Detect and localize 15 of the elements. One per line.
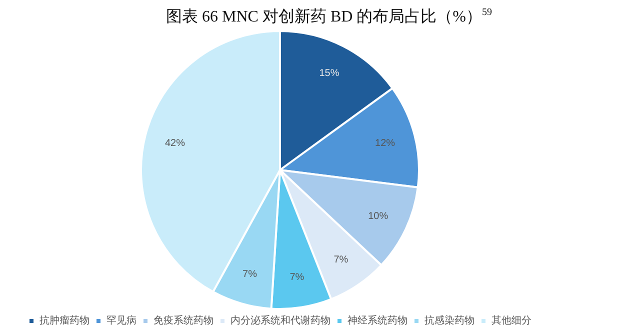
legend-label: 免疫系统药物 <box>154 314 214 327</box>
legend-label: 神经系统药物 <box>348 314 408 327</box>
data-label: 42% <box>164 138 186 149</box>
data-label: 12% <box>375 138 396 149</box>
legend-label: 内分泌系统和代谢药物 <box>230 314 330 327</box>
data-label: 7% <box>334 254 348 266</box>
data-label: 7% <box>290 272 304 283</box>
legend-label: 抗肿瘤药物 <box>40 314 90 327</box>
legend-label: 其他细分 <box>492 314 532 327</box>
legend-label: 抗感染药物 <box>424 314 474 327</box>
legend-label: 罕见病 <box>106 314 136 327</box>
data-label: 7% <box>242 268 258 280</box>
data-label: 10% <box>368 210 388 222</box>
data-label: 15% <box>319 68 340 80</box>
chart-title: 图表 66 MNC 对创新药 BD 的布局占比（%）$^{59}$ <box>164 6 493 28</box>
